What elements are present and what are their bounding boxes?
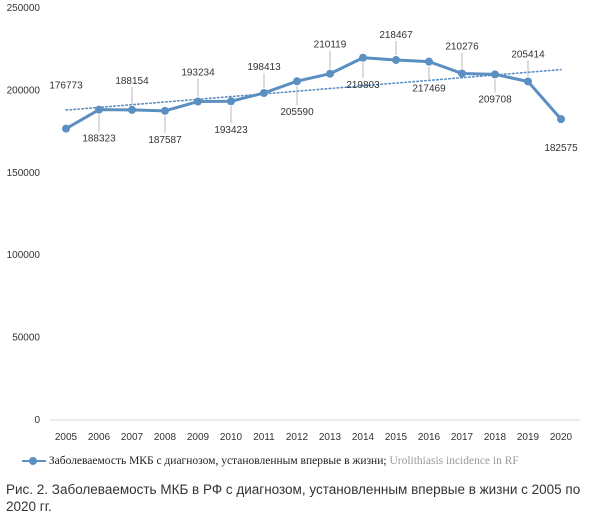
data-point	[95, 105, 103, 114]
data-label: 210119	[314, 40, 347, 51]
y-tick-label: 200000	[7, 85, 41, 96]
y-tick-label: 150000	[7, 168, 41, 179]
x-tick-label: 2014	[352, 432, 375, 443]
x-tick-label: 2010	[220, 432, 243, 443]
figure-caption: Рис. 2. Заболеваемость МКБ в РФ с диагно…	[6, 482, 581, 514]
chart-legend: Заболеваемость МКБ с диагнозом, установл…	[22, 455, 587, 471]
y-tick-label: 50000	[12, 333, 40, 344]
data-label: 205590	[280, 107, 314, 118]
data-label: 193234	[181, 68, 215, 79]
data-label: 193423	[214, 125, 248, 136]
data-label: 218467	[379, 30, 413, 41]
data-label: 219803	[346, 80, 380, 91]
data-series	[62, 53, 565, 133]
linear-trendline	[65, 68, 562, 111]
x-tick-label: 2009	[187, 432, 210, 443]
x-tick-label: 2016	[418, 432, 441, 443]
x-tick-label: 2018	[484, 432, 507, 443]
data-label: 217469	[412, 84, 446, 95]
data-label: 176773	[49, 81, 83, 92]
x-tick-label: 2005	[55, 432, 78, 443]
legend-english-label: Urolithiasis incidence in RF	[389, 455, 519, 467]
x-tick-label: 2017	[451, 432, 474, 443]
data-point	[260, 89, 268, 98]
series-line	[65, 56, 563, 130]
data-label: 182575	[544, 143, 578, 154]
data-point	[524, 77, 532, 86]
trendline	[65, 68, 562, 111]
x-tick-label: 2008	[154, 432, 177, 443]
data-point	[194, 97, 202, 106]
data-point	[128, 105, 136, 114]
x-tick-label: 2020	[550, 432, 573, 443]
x-tick-label: 2012	[286, 432, 309, 443]
x-tick-label: 2013	[319, 432, 342, 443]
chart-axes: 0 50000 100000 150000 200000 250000 2005 2006 20…	[7, 3, 580, 443]
data-label: 198413	[247, 62, 281, 73]
data-label: 188323	[82, 134, 116, 145]
data-point	[62, 124, 70, 133]
x-tick-label: 2019	[517, 432, 540, 443]
data-label: 205414	[511, 49, 545, 60]
line-chart: 0 50000 100000 150000 200000 250000 2005 2006 20…	[7, 3, 580, 443]
data-labels: 176773 188323 188154 187587 193234 193423 1984…	[49, 30, 578, 154]
data-point	[359, 53, 367, 62]
data-point	[161, 106, 169, 115]
data-point	[326, 69, 334, 78]
data-label: 188154	[115, 76, 149, 87]
data-point	[458, 69, 466, 78]
data-point	[227, 97, 235, 106]
legend-line-marker-icon	[22, 456, 46, 466]
legend-series-label: Заболеваемость МКБ с диагнозом, установл…	[48, 455, 387, 467]
data-label: 209708	[478, 94, 512, 105]
x-tick-label: 2006	[88, 432, 111, 443]
data-point	[557, 115, 565, 124]
y-tick-label: 100000	[7, 250, 41, 261]
data-point	[392, 55, 400, 64]
x-tick-label: 2011	[253, 432, 275, 443]
y-tick-label: 250000	[7, 3, 41, 14]
data-point	[293, 77, 301, 86]
data-label: 210276	[445, 41, 479, 52]
y-tick-label: 0	[34, 415, 40, 426]
data-point	[491, 70, 499, 79]
data-point	[425, 57, 433, 66]
x-tick-label: 2007	[121, 432, 144, 443]
x-tick-label: 2015	[385, 432, 408, 443]
data-label: 187587	[148, 135, 182, 146]
